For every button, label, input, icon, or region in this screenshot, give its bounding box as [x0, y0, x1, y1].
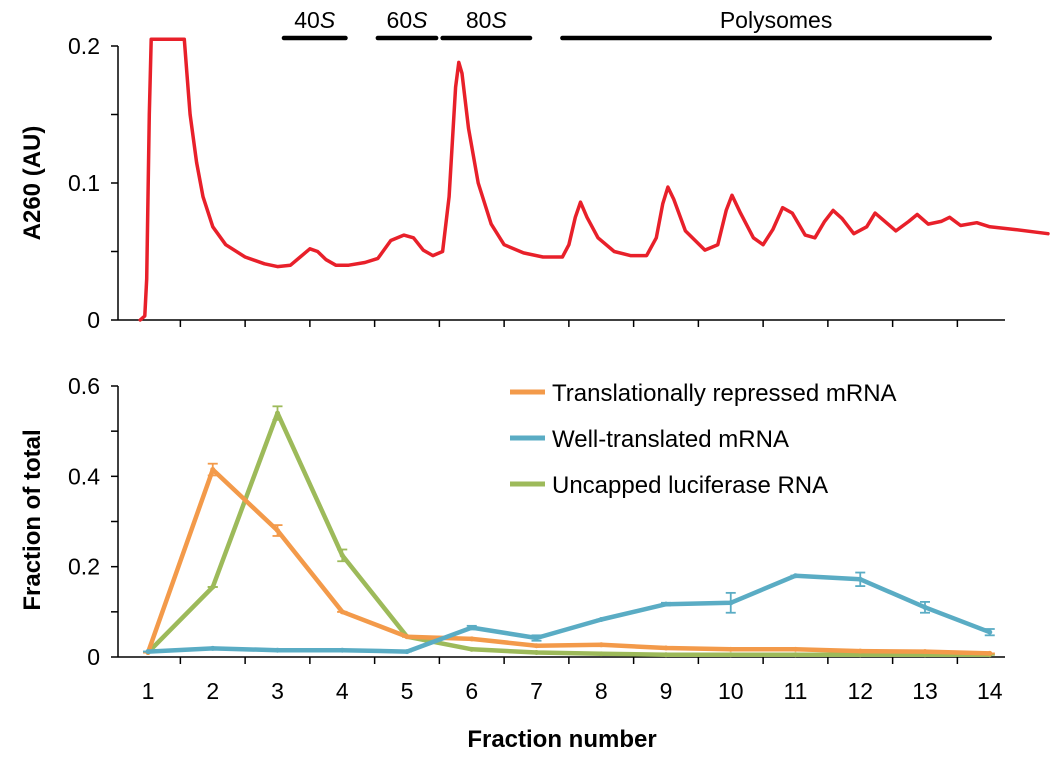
data-point [987, 629, 993, 635]
data-point [598, 651, 604, 657]
bottom-y-tick-label: 0.6 [68, 373, 100, 399]
series-layer [143, 405, 995, 658]
top-y-tick-label: 0.1 [68, 170, 100, 196]
top-y-tick-label: 0.2 [68, 33, 100, 59]
data-point [339, 647, 345, 653]
data-point [469, 646, 475, 652]
x-tick-label: 3 [271, 678, 284, 704]
series-line [147, 573, 991, 654]
data-point [210, 584, 216, 590]
x-tick-label: 8 [595, 678, 608, 704]
data-point [275, 528, 280, 534]
data-point [275, 647, 280, 653]
data-point [598, 642, 604, 648]
x-tick-label: 10 [718, 678, 744, 704]
data-point [534, 643, 539, 649]
x-tick-label: 6 [465, 678, 478, 704]
bottom-y-tick-label: 0.4 [68, 463, 100, 489]
bottom-y-axis-title: Fraction of total [19, 429, 46, 610]
data-point [275, 410, 280, 416]
data-point [145, 649, 151, 655]
data-point [210, 467, 216, 473]
band-label: 40S [294, 7, 336, 33]
x-tick-label: 9 [660, 678, 673, 704]
series-1 [143, 571, 995, 655]
data-point [857, 648, 863, 654]
data-point [210, 645, 216, 651]
data-point [793, 573, 798, 579]
data-point [469, 625, 475, 631]
data-point [728, 646, 734, 652]
data-point [922, 649, 928, 655]
band-label: 60S [387, 7, 429, 33]
top-y-ticks: 0 0.1 0.2 [68, 33, 118, 333]
legend-label: Well-translated mRNA [552, 426, 789, 453]
data-point [534, 635, 539, 641]
data-point [469, 636, 475, 642]
top-y-axis-title: A260 (AU) [19, 126, 46, 241]
legend-label: Translationally repressed mRNA [552, 380, 897, 407]
bottom-y-tick-label: 0.2 [68, 554, 100, 580]
series-0 [143, 462, 995, 656]
series-line [146, 410, 990, 657]
x-tick-label: 11 [784, 678, 808, 704]
data-point [404, 649, 410, 655]
data-point [793, 646, 798, 652]
data-point [987, 650, 993, 656]
x-axis-title: Fraction number [467, 726, 656, 753]
data-point [922, 604, 928, 610]
data-point [339, 552, 345, 558]
data-point [728, 652, 734, 658]
a260-profile-panel: 40S 60S 80S Polysomes 0 0.1 0.2 A260 (AU) [19, 7, 1050, 333]
data-point [857, 652, 863, 658]
legend: Translationally repressed mRNA Well-trans… [510, 380, 897, 499]
x-tick-label: 5 [401, 678, 414, 704]
data-point [663, 652, 669, 658]
x-tick-label: 4 [336, 678, 349, 704]
data-point [534, 649, 539, 655]
data-point [728, 600, 734, 606]
x-tick-label: 12 [847, 678, 873, 704]
fraction-distribution-panel: 00.20.40.6 1 2 3 4 5 6 7 8 9 10 11 12 13 14 Translati… [19, 373, 1005, 753]
fraction-bands: 40S 60S 80S Polysomes [281, 7, 992, 41]
top-y-tick-label: 0 [87, 307, 100, 333]
top-x-ticks [179, 320, 959, 327]
data-point [404, 634, 410, 640]
band-label: Polysomes [720, 7, 832, 33]
x-tick-label: 14 [977, 678, 1003, 704]
data-point [339, 609, 345, 615]
data-point [793, 652, 798, 658]
series-line [145, 467, 990, 656]
x-tick-label: 2 [206, 678, 219, 704]
data-point [857, 576, 863, 582]
x-tick-label: 7 [530, 678, 543, 704]
legend-label: Uncapped luciferase RNA [552, 472, 828, 499]
bottom-x-ticks: 1 2 3 4 5 6 7 8 9 10 11 12 13 14 [142, 657, 1003, 704]
bottom-y-ticks: 0 0.2 0.4 0.6 [68, 373, 118, 670]
band-label: 80S [466, 7, 508, 33]
a260-profile-line [138, 37, 1050, 322]
data-point [663, 601, 669, 607]
data-point [663, 645, 669, 651]
bottom-y-tick-label: 0 [87, 644, 100, 670]
x-tick-label: 1 [142, 678, 155, 704]
x-tick-label: 13 [912, 678, 938, 704]
data-point [598, 617, 604, 623]
